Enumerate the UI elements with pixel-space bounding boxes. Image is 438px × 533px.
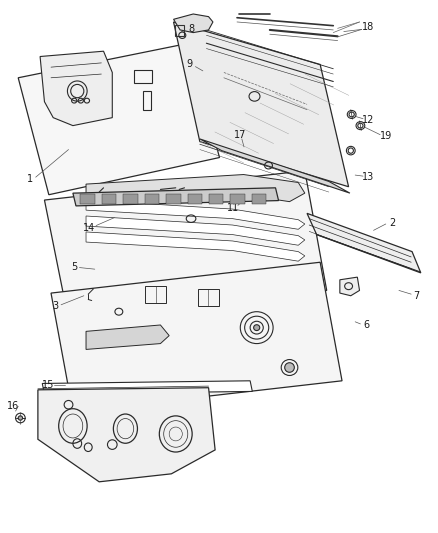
Text: 3: 3: [52, 301, 58, 311]
Text: 6: 6: [362, 320, 368, 330]
Text: 18: 18: [361, 22, 374, 33]
Text: 8: 8: [187, 24, 194, 34]
Polygon shape: [339, 277, 359, 296]
Bar: [134, 70, 151, 83]
Bar: [197, 289, 218, 306]
Bar: [166, 194, 180, 204]
Text: 9: 9: [186, 60, 192, 69]
Bar: [145, 194, 159, 204]
Text: 17: 17: [234, 130, 246, 140]
Bar: [174, 25, 184, 36]
Ellipse shape: [253, 325, 259, 330]
Bar: [145, 286, 166, 303]
Polygon shape: [18, 43, 219, 195]
Bar: [230, 194, 244, 204]
Bar: [143, 91, 150, 110]
Text: 2: 2: [389, 218, 395, 228]
Bar: [251, 194, 266, 204]
Bar: [102, 194, 116, 204]
Polygon shape: [199, 139, 349, 193]
Bar: [123, 194, 138, 204]
Ellipse shape: [18, 416, 22, 420]
Ellipse shape: [284, 363, 293, 372]
Polygon shape: [86, 325, 169, 350]
Text: 16: 16: [7, 401, 19, 411]
Text: 7: 7: [412, 290, 419, 301]
Text: 19: 19: [379, 131, 391, 141]
Text: 12: 12: [361, 115, 374, 125]
Text: 1: 1: [27, 174, 33, 184]
Text: 13: 13: [361, 172, 374, 182]
Polygon shape: [42, 381, 252, 394]
Bar: [80, 194, 95, 204]
Text: 15: 15: [42, 379, 54, 390]
Bar: [187, 194, 201, 204]
Polygon shape: [173, 14, 212, 33]
Polygon shape: [306, 213, 420, 273]
Text: 11: 11: [226, 203, 238, 213]
Polygon shape: [51, 262, 341, 411]
Polygon shape: [40, 51, 112, 126]
Polygon shape: [86, 200, 304, 229]
Text: 14: 14: [83, 223, 95, 233]
Polygon shape: [86, 232, 304, 261]
Bar: [208, 194, 223, 204]
Polygon shape: [38, 387, 215, 482]
Polygon shape: [86, 174, 304, 201]
Text: 5: 5: [71, 262, 77, 271]
Polygon shape: [44, 171, 326, 320]
Polygon shape: [173, 22, 348, 187]
Polygon shape: [86, 216, 304, 245]
Polygon shape: [73, 188, 278, 206]
